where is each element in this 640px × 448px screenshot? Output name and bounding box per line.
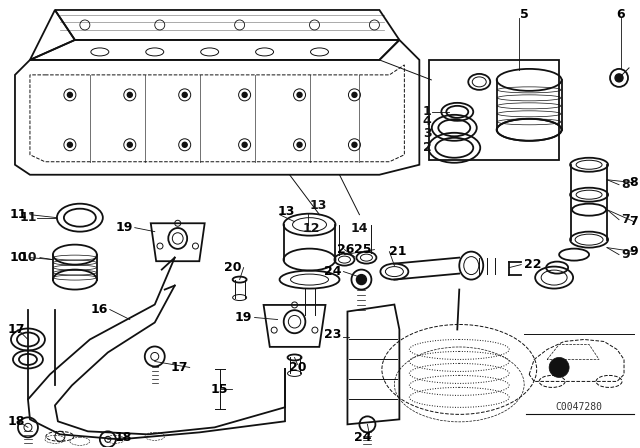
Text: 22: 22	[524, 258, 541, 271]
Circle shape	[67, 142, 72, 147]
Text: 5: 5	[520, 8, 529, 21]
Text: 15: 15	[210, 383, 228, 396]
Text: 12: 12	[303, 222, 320, 235]
Text: 24: 24	[324, 265, 342, 278]
Circle shape	[352, 92, 357, 97]
Text: 6: 6	[617, 8, 625, 21]
Text: 18: 18	[8, 415, 26, 428]
Text: 23: 23	[324, 328, 342, 341]
Circle shape	[297, 142, 302, 147]
Text: C0047280: C0047280	[556, 402, 603, 412]
Text: 20: 20	[289, 362, 307, 375]
Text: 11: 11	[20, 211, 38, 224]
Text: 10: 10	[10, 251, 28, 264]
Text: 9: 9	[621, 248, 630, 261]
Text: 17: 17	[170, 361, 188, 374]
Text: 26: 26	[337, 243, 355, 256]
Text: 14: 14	[351, 222, 368, 235]
Text: 16: 16	[90, 303, 108, 316]
Text: 4: 4	[422, 115, 431, 128]
Circle shape	[67, 92, 72, 97]
Text: 18: 18	[115, 431, 132, 444]
Text: 13: 13	[310, 198, 327, 211]
Circle shape	[356, 275, 367, 284]
Text: 19: 19	[115, 221, 132, 234]
Text: 13: 13	[278, 205, 295, 218]
Text: 9: 9	[629, 245, 637, 258]
Circle shape	[242, 92, 247, 97]
Text: 8: 8	[629, 176, 637, 189]
Text: 11: 11	[10, 208, 28, 221]
Circle shape	[297, 92, 302, 97]
Text: 25: 25	[354, 243, 371, 256]
Circle shape	[352, 142, 357, 147]
Text: 1: 1	[422, 105, 431, 118]
Circle shape	[182, 142, 188, 147]
Text: 24: 24	[354, 431, 371, 444]
Circle shape	[242, 142, 247, 147]
Circle shape	[615, 74, 623, 82]
Text: 21: 21	[389, 245, 407, 258]
Text: 3: 3	[422, 127, 431, 140]
Text: 2: 2	[422, 141, 431, 154]
Circle shape	[182, 92, 188, 97]
Circle shape	[127, 92, 132, 97]
Circle shape	[127, 142, 132, 147]
Text: 7: 7	[629, 215, 638, 228]
Text: 20: 20	[224, 261, 242, 274]
Text: 7: 7	[621, 213, 630, 226]
Text: 19: 19	[234, 311, 252, 324]
Text: 10: 10	[20, 251, 38, 264]
Text: 8: 8	[621, 178, 630, 191]
Circle shape	[549, 358, 569, 377]
Text: 17: 17	[8, 323, 26, 336]
